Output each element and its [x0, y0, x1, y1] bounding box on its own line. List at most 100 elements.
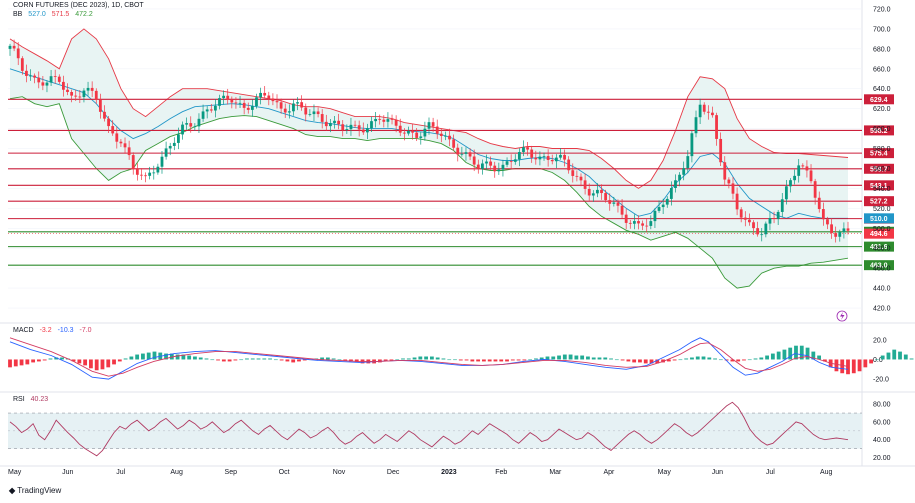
bb-fill — [10, 28, 848, 289]
candle-body — [719, 138, 723, 163]
candle — [793, 169, 796, 185]
candle-body — [735, 193, 739, 210]
macd-tick-label: 20.0 — [873, 337, 887, 344]
candle-body — [604, 193, 608, 201]
candle — [674, 174, 677, 193]
candle — [464, 147, 468, 161]
candle — [119, 138, 123, 148]
macd-histogram-bar — [666, 359, 671, 362]
candle-body — [62, 81, 65, 90]
candle — [489, 156, 493, 171]
candle-body — [259, 92, 262, 98]
candle-body — [365, 128, 369, 133]
candle-body — [805, 166, 809, 171]
candle-body — [361, 129, 365, 133]
candle — [345, 124, 349, 134]
candle-body — [538, 156, 542, 160]
candle-body — [12, 45, 16, 49]
candle-body — [271, 98, 275, 102]
resistance-level-label: 575.4 — [870, 151, 888, 158]
candle-body — [678, 174, 681, 181]
macd-histogram-bar — [534, 358, 538, 360]
candle-body — [267, 95, 271, 99]
price-tick-label: 700.0 — [873, 26, 891, 33]
time-tick-label: Sep — [225, 469, 238, 476]
macd-histogram-bar — [268, 358, 272, 360]
candle-body — [172, 142, 176, 146]
bb-upper-value: 571.5 — [51, 11, 70, 18]
candle — [826, 216, 829, 230]
candle — [390, 114, 394, 125]
macd-histogram-bar — [759, 357, 764, 360]
candle-body — [554, 157, 558, 162]
candle-body — [772, 218, 776, 219]
candle — [378, 114, 382, 125]
candle-body — [534, 157, 538, 160]
candlesticks — [8, 39, 850, 243]
candle — [846, 221, 850, 235]
macd-histogram-bar — [707, 357, 712, 360]
rsi-label[interactable]: RSI — [13, 396, 25, 403]
candle-body — [694, 117, 698, 134]
candle — [493, 161, 497, 178]
resistance-level-tag — [864, 196, 894, 207]
candle-body — [378, 118, 382, 120]
candle-body — [312, 111, 316, 115]
candle — [739, 207, 743, 223]
candle — [312, 104, 316, 122]
macd-histogram-bar — [898, 351, 902, 360]
macd-histogram-bar — [401, 358, 405, 360]
candle — [144, 172, 147, 183]
candle-body — [821, 209, 825, 220]
macd-histogram-bar — [54, 357, 59, 360]
macd-histogram-bar — [886, 352, 891, 360]
candle — [665, 196, 669, 208]
candle-body — [127, 147, 131, 156]
macd-histogram-bar — [429, 356, 434, 360]
candle-body — [29, 75, 32, 77]
time-tick-label: Jun — [62, 469, 73, 476]
macd-histogram-bar — [325, 357, 330, 360]
symbol-title[interactable]: CORN FUTURES (DEC 2023), 1D, CBOT — [13, 2, 144, 9]
tradingview-brand[interactable]: ◆ TradingView — [9, 486, 61, 495]
candle-body — [394, 119, 398, 126]
candle-body — [148, 172, 152, 176]
macd-label[interactable]: MACD — [13, 327, 34, 334]
candle — [427, 117, 431, 135]
macd-histogram-bar — [331, 358, 336, 360]
candle — [12, 39, 16, 52]
macd-histogram-bar — [643, 359, 648, 364]
candle-body — [49, 76, 53, 83]
candle — [357, 120, 361, 137]
candle-body — [160, 156, 164, 167]
time-tick-label: Aug — [170, 469, 183, 476]
candle-body — [591, 193, 595, 196]
macd-histogram-bar — [245, 358, 249, 360]
candle-body — [292, 103, 295, 112]
candle — [218, 94, 221, 110]
macd-histogram-bar — [684, 358, 689, 360]
macd-histogram-bar — [840, 359, 845, 374]
candle — [550, 154, 554, 165]
price-tick-label: 620.0 — [873, 106, 891, 113]
time-tick-label: Jun — [712, 469, 723, 476]
macd-histogram-bar — [557, 355, 561, 360]
bb-basis-value: 527.0 — [28, 11, 46, 18]
macd-histogram-bar — [799, 345, 804, 360]
candle-body — [45, 82, 49, 86]
candle — [641, 220, 645, 231]
bb-label[interactable]: BB — [13, 11, 23, 18]
candle-body — [526, 147, 529, 150]
macd-histogram-bar — [574, 355, 579, 360]
candle-body — [702, 104, 706, 112]
macd-histogram-bar — [811, 351, 816, 360]
time-tick-label: Nov — [333, 469, 346, 476]
candle-body — [197, 118, 201, 127]
candle — [842, 222, 846, 239]
candle — [242, 99, 246, 115]
macd-histogram-bar — [302, 359, 307, 361]
candle-body — [612, 202, 616, 204]
candle — [678, 172, 681, 187]
candle-body — [349, 124, 353, 130]
macd-legend: MACD -3.2 -10.3 -7.0 — [13, 327, 96, 334]
